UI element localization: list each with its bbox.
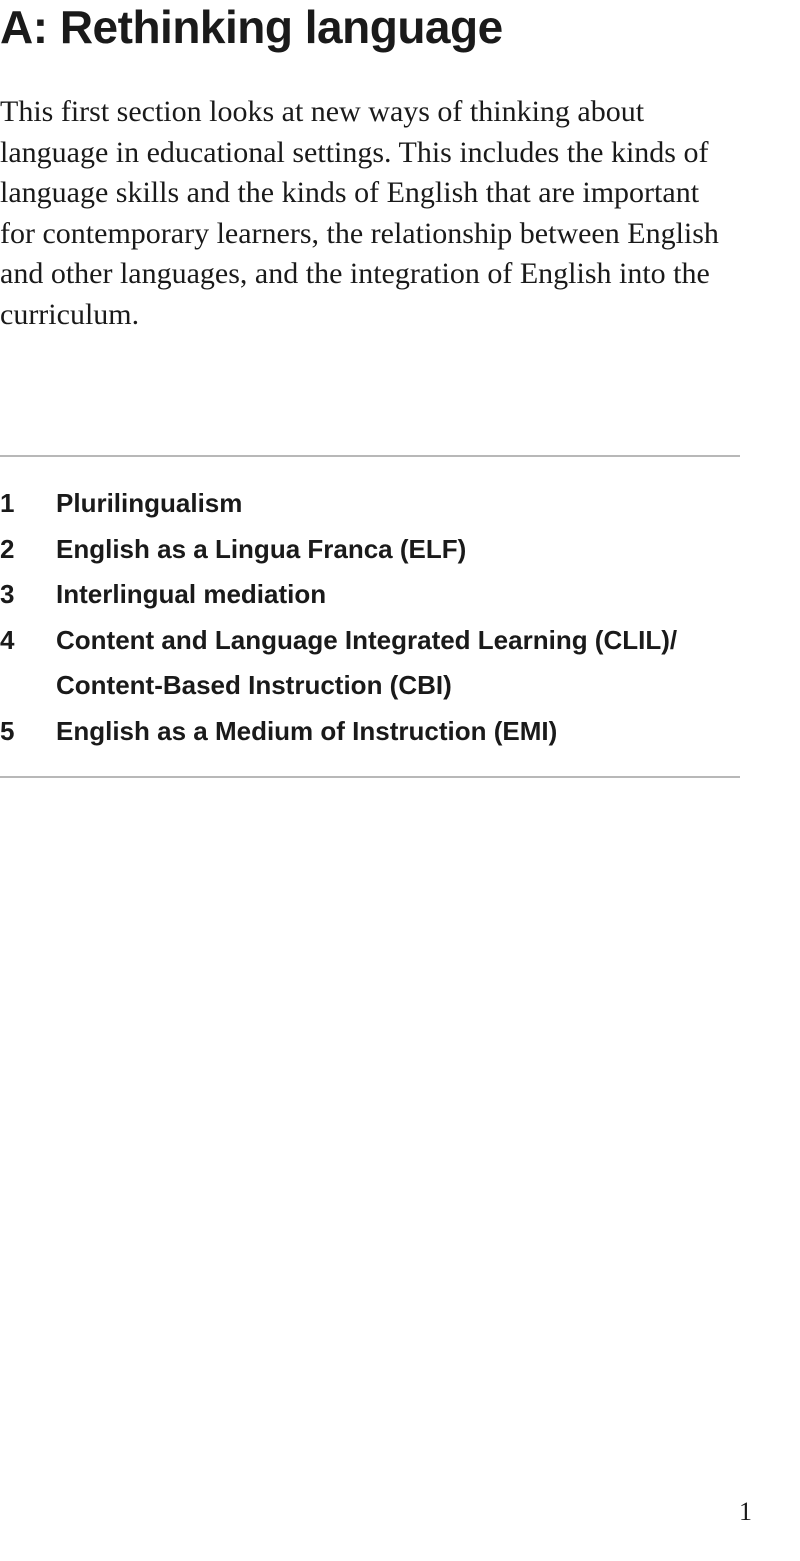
toc-item: 5 English as a Medium of Instruction (EM…	[0, 709, 740, 755]
page-title: A: Rethinking language	[0, 0, 740, 54]
toc-item-label: English as a Medium of Instruction (EMI)	[56, 709, 740, 755]
toc-item: 4 Content and Language Integrated Learni…	[0, 618, 740, 709]
toc-item-label: Interlingual mediation	[56, 572, 740, 618]
toc-item: 2 English as a Lingua Franca (ELF)	[0, 527, 740, 573]
toc-container: 1 Plurilingualism 2 English as a Lingua …	[0, 455, 740, 778]
toc-item: 1 Plurilingualism	[0, 481, 740, 527]
toc-list: 1 Plurilingualism 2 English as a Lingua …	[0, 481, 740, 754]
toc-item: 3 Interlingual mediation	[0, 572, 740, 618]
toc-item-label: Content and Language Integrated Learning…	[56, 618, 740, 709]
toc-item-number: 4	[0, 618, 56, 664]
toc-item-number: 3	[0, 572, 56, 618]
toc-item-number: 2	[0, 527, 56, 573]
intro-paragraph: This first section looks at new ways of …	[0, 92, 740, 335]
page-number: 1	[739, 1497, 752, 1527]
toc-item-label: Plurilingualism	[56, 481, 740, 527]
toc-item-number: 1	[0, 481, 56, 527]
toc-item-number: 5	[0, 709, 56, 755]
toc-item-label: English as a Lingua Franca (ELF)	[56, 527, 740, 573]
